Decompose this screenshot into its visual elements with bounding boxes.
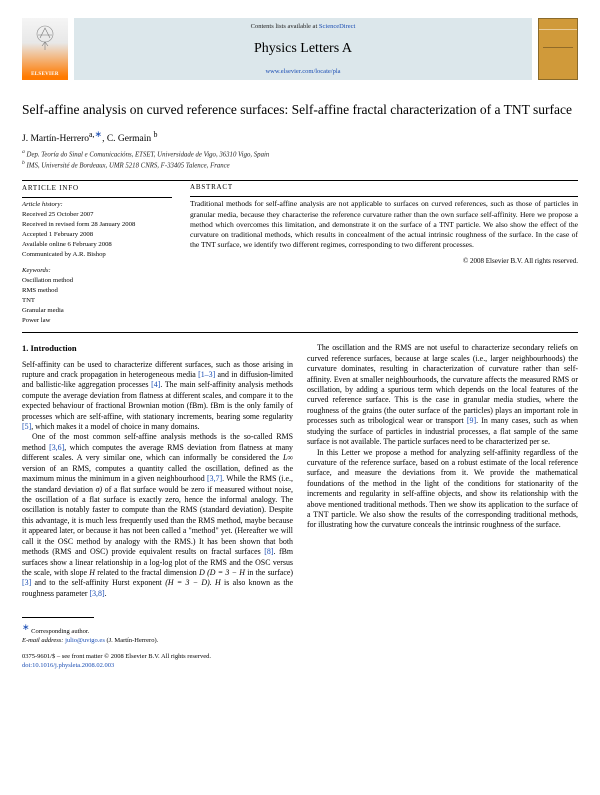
article-info-head: ARTICLE INFO [22, 183, 172, 194]
history-comm: Communicated by A.R. Bishop [22, 250, 172, 260]
ref-3-6[interactable]: [3,6] [49, 443, 64, 452]
p2i: in the surface) [245, 568, 293, 577]
journal-cover-thumb [538, 18, 578, 80]
affiliation-a: a Dep. Teoría do Sinal e Comunicacións, … [22, 149, 578, 159]
sciencedirect-link[interactable]: ScienceDirect [319, 23, 355, 30]
affiliation-a-text: Dep. Teoría do Sinal e Comunicacións, ET… [27, 152, 270, 159]
affiliation-b-text: IMS, Université de Bordeaux, UMR 5218 CN… [27, 162, 230, 169]
author-2: , C. Germain [102, 134, 153, 144]
math-HD: (D = 3 − H [207, 568, 245, 577]
p2e: of a flat surface would be zero if measu… [22, 485, 293, 557]
abstract-rule [190, 196, 578, 197]
history-label: Article history: [22, 201, 63, 208]
abstract-copyright: © 2008 Elsevier B.V. All rights reserved… [190, 257, 578, 266]
ref-3[interactable]: [3] [22, 578, 31, 587]
abstract-head: ABSTRACT [190, 183, 578, 192]
math-D: D [199, 568, 205, 577]
section-rule-bottom [22, 332, 578, 333]
p2j: and to the self-affinity Hurst exponent [31, 578, 165, 587]
article-title: Self-affine analysis on curved reference… [22, 102, 578, 119]
p4a: In this Letter we propose a method for a… [307, 448, 578, 530]
para-1: Self-affinity can be used to characteriz… [22, 360, 293, 433]
footnote-email-label: E-mail address: [22, 637, 65, 644]
kw-1: RMS method [22, 286, 172, 296]
affiliation-b: b IMS, Université de Bordeaux, UMR 5218 … [22, 160, 578, 170]
history-online: Available online 6 February 2008 [22, 240, 172, 250]
author-2-aff: b [154, 130, 158, 139]
keywords-label: Keywords: [22, 267, 51, 274]
section-1-head: 1. Introduction [22, 343, 293, 354]
footnote-corr-star: ∗ [22, 622, 30, 632]
footnote-doi: 0375-9601/$ – see front matter © 2008 El… [22, 652, 293, 670]
math-linf: L∞ [283, 453, 293, 462]
article-info: ARTICLE INFO Article history: Received 2… [22, 183, 172, 326]
abstract: ABSTRACT Traditional methods for self-af… [190, 183, 578, 326]
ref-3-8[interactable]: [3,8] [89, 589, 104, 598]
abstract-body: Traditional methods for self-affine anal… [190, 199, 578, 250]
footnote-corr-text: Corresponding author. [31, 628, 89, 635]
contents-line: Contents lists available at ScienceDirec… [251, 23, 356, 31]
info-row: ARTICLE INFO Article history: Received 2… [22, 183, 578, 326]
p3a: The oscillation and the RMS are not usef… [307, 343, 578, 425]
ref-4[interactable]: [4] [151, 380, 160, 389]
author-1-corr[interactable]: ∗ [95, 129, 103, 139]
history-received: Received 25 October 2007 [22, 210, 172, 220]
kw-2: TNT [22, 296, 172, 306]
elsevier-tree-icon [22, 22, 68, 60]
ref-5[interactable]: [5] [22, 422, 31, 431]
footnote-corr: ∗ Corresponding author. E-mail address: … [22, 621, 293, 645]
publisher-logo: ELSEVIER [22, 18, 68, 80]
journal-banner: Contents lists available at ScienceDirec… [74, 18, 532, 80]
info-rule [22, 197, 172, 198]
ref-1-3[interactable]: [1–3] [198, 370, 215, 379]
footnote-rule [22, 617, 94, 618]
para-2: One of the most common self-affine analy… [22, 432, 293, 599]
front-matter: 0375-9601/$ – see front matter © 2008 El… [22, 653, 211, 660]
author-1: J. Martín-Herrero [22, 134, 89, 144]
ref-3-7[interactable]: [3,7] [207, 474, 222, 483]
history-revised: Received in revised form 28 January 2008 [22, 220, 172, 230]
corr-author-email[interactable]: julio@uvigo.es [65, 637, 105, 644]
journal-url[interactable]: www.elsevier.com/locate/pla [265, 68, 340, 76]
contents-prefix: Contents lists available at [251, 23, 319, 30]
p2g: related to the fractal dimension [95, 568, 199, 577]
p2l: . [105, 589, 107, 598]
footnote-email-who: (J. Martín-Herrero). [105, 637, 158, 644]
doi-link[interactable]: doi:10.1016/j.physleta.2008.02.003 [22, 662, 114, 669]
publisher-name: ELSEVIER [31, 72, 59, 79]
affiliations: a Dep. Teoría do Sinal e Comunicacións, … [22, 149, 578, 170]
section-rule-top [22, 180, 578, 181]
kw-4: Power law [22, 316, 172, 326]
authors: J. Martín-Herreroa,∗, C. Germain b [22, 129, 578, 146]
journal-header: ELSEVIER Contents lists available at Sci… [22, 18, 578, 80]
body-columns: 1. Introduction Self-affinity can be use… [22, 343, 578, 669]
kw-0: Oscillation method [22, 276, 172, 286]
history-accepted: Accepted 1 February 2008 [22, 230, 172, 240]
math-Heq: (H = 3 − D). [165, 578, 212, 587]
journal-title: Physics Letters A [254, 40, 352, 58]
kw-3: Granular media [22, 306, 172, 316]
p1d: , which makes it a model of choice in ma… [31, 422, 199, 431]
para-4: In this Letter we propose a method for a… [307, 448, 578, 531]
para-3: The oscillation and the RMS are not usef… [307, 343, 578, 447]
ref-9[interactable]: [9] [467, 416, 476, 425]
